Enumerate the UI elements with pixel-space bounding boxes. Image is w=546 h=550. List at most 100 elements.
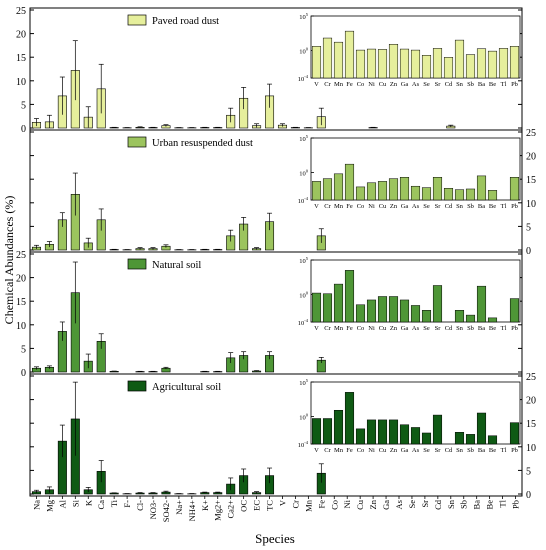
inset-x-tick-label: Tl: [501, 325, 507, 332]
inset-tick-label: 10-4: [298, 74, 309, 83]
inset-x-tick-label: Ni: [368, 447, 375, 454]
inset-bar-Ba: [476, 412, 487, 445]
inset-bar-Ba: [476, 285, 487, 323]
inset-x-tick-label: V: [314, 81, 319, 88]
inset-x-tick-label: V: [314, 325, 319, 332]
inset-tick-exponent: 0: [306, 290, 309, 295]
y-tick-label-right: 15: [526, 419, 536, 430]
inset-bar-Zn: [388, 178, 399, 201]
x-tick-label-Al: Al: [57, 499, 67, 508]
x-tick-label-Ni: Ni: [342, 499, 352, 508]
x-tick-label-OC: OC: [239, 500, 249, 512]
inset-bar-Cd: [443, 188, 454, 201]
inset-x-tick-label: Ni: [368, 325, 375, 332]
inset-bar-Be: [487, 50, 498, 79]
y-tick-label-right: 25: [526, 128, 536, 139]
y-tick-label-right: 25: [526, 372, 536, 383]
inset-bar-Se: [421, 310, 432, 323]
inset-bar-Ga: [399, 48, 410, 79]
inset-x-tick-label: Ni: [368, 203, 375, 210]
y-tick-label: 5: [21, 100, 26, 111]
inset-bar-Co: [355, 49, 366, 79]
x-tick-label-Ti: Ti: [109, 499, 119, 507]
inset-bar-Fe: [344, 163, 355, 201]
inset-x-tick-label: Sn: [456, 447, 464, 454]
inset-x-tick-label: Zn: [390, 447, 398, 454]
inset-x-tick-label: Sb: [467, 203, 474, 210]
inset-tick-exponent: 0: [306, 168, 309, 173]
inset-bar-Fe: [344, 392, 355, 445]
inset-bar-V: [311, 181, 322, 201]
inset-tick-label: 100: [299, 168, 309, 177]
inset-x-tick-label: Sr: [435, 447, 442, 454]
x-tick-label-TC: TC: [265, 500, 275, 511]
inset-bar-Ga: [399, 177, 410, 201]
inset-bar-Be: [487, 435, 498, 445]
inset-bar-Sr: [432, 48, 443, 79]
panel-3: 0 5 10 15 20 25 Natural soil 10-4 100 105 V Cr Mn Fe C…: [16, 250, 523, 379]
x-tick-label-Ba: Ba: [472, 500, 482, 510]
inset-bar-Zn: [388, 419, 399, 445]
inset-bar-Sb: [465, 434, 476, 445]
inset-x-tick-label: Zn: [390, 81, 398, 88]
inset-x-tick-label: Ba: [478, 203, 485, 210]
inset-bar-Sb: [465, 314, 476, 323]
x-tick-label-Sn: Sn: [446, 499, 456, 509]
inset-x-tick-label: Sr: [435, 81, 442, 88]
inset-x-tick-label: Be: [489, 447, 496, 454]
inset-bar-Ni: [366, 48, 377, 79]
inset-x-tick-label: Tl: [501, 81, 507, 88]
x-tick-label-Ga: Ga: [381, 500, 391, 510]
inset-bar-Co: [355, 304, 366, 323]
inset-bar-Sb: [465, 54, 476, 79]
inset-bar-Ga: [399, 424, 410, 445]
inset-x-tick-label: Cu: [379, 447, 387, 454]
inset-x-tick-label: Ba: [478, 447, 485, 454]
inset-x-tick-label: Fe: [346, 203, 353, 210]
legend-swatch: [127, 136, 147, 148]
x-tick-label-Tl: Tl: [498, 499, 508, 507]
inset-x-tick-label: Se: [423, 447, 430, 454]
x-tick-label-Na+: Na+: [174, 500, 184, 515]
x-tick-label-Pb: Pb: [511, 500, 521, 509]
inset-x-tick-label: V: [314, 203, 319, 210]
inset-bar-Fe: [344, 30, 355, 79]
y-tick-label: 25: [16, 250, 26, 261]
inset-x-tick-label: Pb: [511, 325, 518, 332]
inset-tick-label: 10-4: [298, 318, 309, 327]
x-tick-label-Mn: Mn: [303, 499, 313, 512]
y-tick-label-right: 5: [526, 222, 531, 233]
inset-bar-Zn: [388, 43, 399, 79]
inset-tick-label: 105: [299, 134, 309, 143]
x-tick-label-Zn: Zn: [368, 499, 378, 509]
inset-tick-exponent: -4: [304, 318, 308, 323]
inset-x-tick-label: Fe: [346, 81, 353, 88]
y-tick-label-right: 10: [526, 199, 536, 210]
inset-bar-Co: [355, 428, 366, 445]
x-tick-label-F-: F-: [122, 500, 132, 508]
legend-label: Paved road dust: [152, 16, 219, 27]
y-tick-label-right: 20: [526, 152, 536, 163]
x-tick-label-As: As: [394, 500, 404, 509]
inset-x-tick-label: Sn: [456, 81, 464, 88]
x-tick-label-Sr: Sr: [420, 500, 430, 508]
inset-x-tick-label: Mn: [334, 81, 344, 88]
inset-x-tick-label: As: [412, 447, 420, 454]
inset-x-tick-label: Be: [489, 325, 496, 332]
x-tick-label-Sb: Sb: [459, 500, 469, 509]
inset-x-tick-label: Ni: [368, 81, 375, 88]
inset-bar-Se: [421, 432, 432, 445]
inset-tick-exponent: -4: [304, 196, 308, 201]
inset-bar-Ba: [476, 48, 487, 79]
inset-bar-Sb: [465, 188, 476, 201]
inset-bar-Sn: [454, 39, 465, 79]
inset-x-tick-label: Cr: [324, 325, 331, 332]
inset-bar-Pb: [509, 46, 520, 79]
inset-bar-Cr: [322, 293, 333, 323]
inset-x-tick-label: Ga: [401, 447, 409, 454]
y-tick-label: 0: [21, 368, 26, 379]
inset-bar-Co: [355, 186, 366, 201]
inset-bar-Sn: [454, 310, 465, 323]
inset-bar-Ni: [366, 182, 377, 201]
